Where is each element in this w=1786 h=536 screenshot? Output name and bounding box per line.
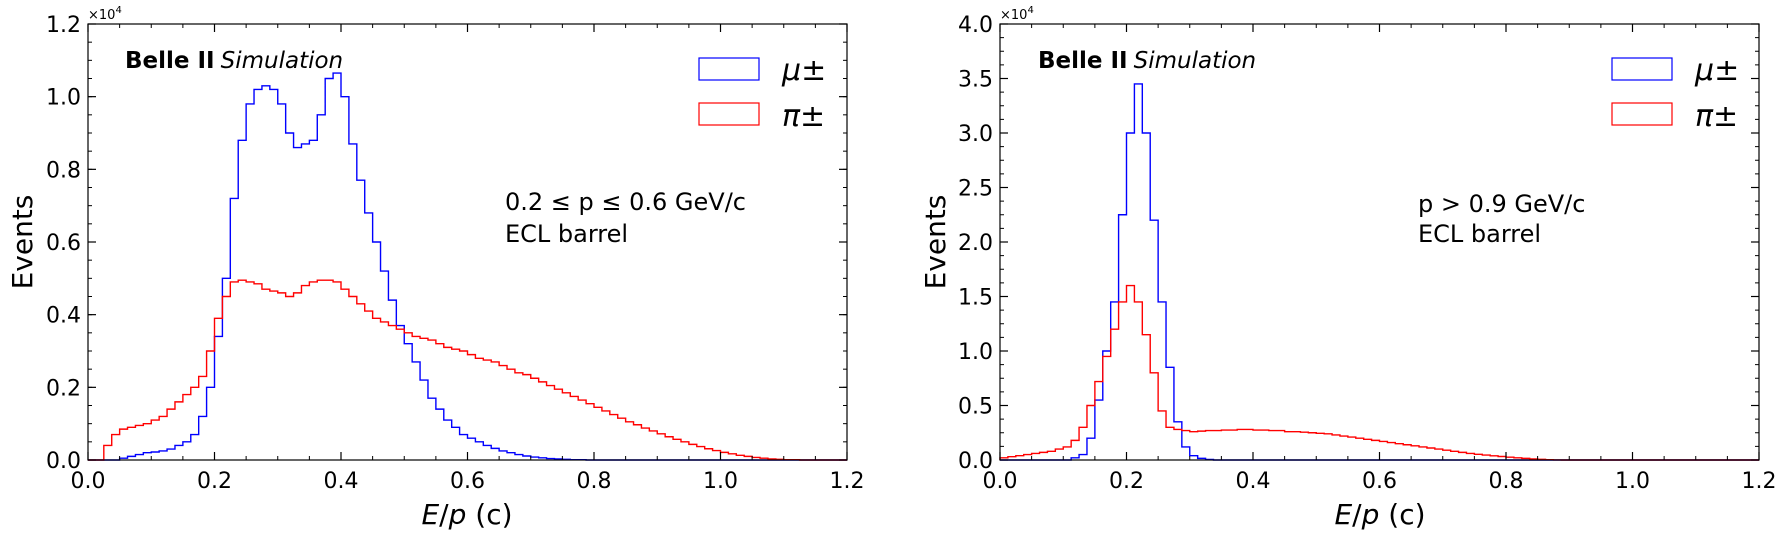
left-legend: μ± π± [698, 53, 826, 134]
right-y-tick-label: 0.0 [958, 449, 993, 474]
right-y-tick-label: 3.5 [958, 68, 993, 93]
right-legend-pi-swatch [1611, 102, 1673, 126]
left-y-tick-label: 0.6 [46, 231, 81, 256]
right-series-pi-histogram [999, 284, 1759, 461]
left-experiment-label: Belle II Simulation [125, 48, 343, 74]
right-annotation-line2: ECL barrel [1418, 220, 1541, 248]
right-y-tick-label: 4.0 [958, 13, 993, 38]
right-y-tick-label: 1.5 [958, 286, 993, 311]
left-ticks: 0.0 0.2 0.4 0.6 0.8 1.0 1.2 0.0 0.2 0.4 0.6 0.8 1.0 1… [46, 13, 865, 494]
left-y-tick-label: 1.2 [46, 13, 81, 38]
left-annotation-line2: ECL barrel [505, 220, 628, 248]
right-legend-mu-swatch [1611, 57, 1673, 81]
left-experiment-bold: Belle II [125, 48, 215, 74]
left-y-tick-label: 1.0 [46, 86, 81, 111]
left-legend-mu-label: μ± [781, 53, 826, 88]
right-x-tick-label: 1.2 [1742, 469, 1777, 494]
left-annotation-line1: 0.2 ≤ p ≤ 0.6 GeV/c [505, 188, 746, 216]
right-y-tick-label: 2.0 [958, 231, 993, 256]
left-y-tick-label: 0.0 [46, 449, 81, 474]
right-legend: μ± π± [1611, 53, 1739, 134]
right-x-tick-label: 0.2 [1109, 469, 1144, 494]
right-ticks: 0.0 0.2 0.4 0.6 0.8 1.0 1.2 0.0 0.5 1.0 1.5 2.0 2.5 3… [958, 13, 1777, 494]
right-legend-pi-label: π± [1695, 99, 1738, 134]
left-y-axis-title: Events [6, 195, 39, 290]
right-x-tick-label: 1.0 [1615, 469, 1650, 494]
right-x-axis-title: E/p (c) [1334, 498, 1425, 531]
right-y-tick-label: 0.5 [958, 395, 993, 420]
left-y-tick-label: 0.8 [46, 158, 81, 183]
right-x-tick-label: 0.0 [983, 469, 1018, 494]
left-x-tick-label: 0.6 [450, 469, 485, 494]
left-histograms [88, 72, 847, 461]
left-x-tick-label: 1.0 [703, 469, 738, 494]
left-y-multiplier: ×104 [88, 5, 122, 23]
left-legend-mu-swatch [698, 57, 760, 81]
right-y-axis-title: Events [919, 195, 952, 290]
right-y-tick-label: 2.5 [958, 177, 993, 202]
right-y-tick-label: 1.0 [958, 340, 993, 365]
left-y-tick-label: 0.4 [46, 304, 81, 329]
right-y-multiplier: ×104 [1000, 5, 1034, 23]
left-x-tick-label: 0.0 [71, 469, 106, 494]
right-x-tick-label: 0.4 [1236, 469, 1271, 494]
left-x-tick-label: 0.4 [324, 469, 359, 494]
left-axes-frame [87, 23, 848, 461]
left-x-axis-title: E/p (c) [421, 498, 512, 531]
right-experiment-bold: Belle II [1038, 48, 1128, 74]
left-experiment-italic: Simulation [221, 48, 344, 74]
right-annotation-line1: p > 0.9 GeV/c [1418, 190, 1585, 218]
left-legend-pi-swatch [698, 102, 760, 126]
right-histograms [999, 83, 1759, 461]
left-legend-pi-label: π± [782, 99, 825, 134]
right-x-tick-label: 0.6 [1362, 469, 1397, 494]
right-legend-mu-label: μ± [1694, 53, 1739, 88]
left-y-tick-label: 0.2 [46, 376, 81, 401]
left-x-tick-label: 0.2 [197, 469, 232, 494]
right-panel: 0.0 0.2 0.4 0.6 0.8 1.0 1.2 0.0 0.5 1.0 1.5 2.0 2.5 3… [919, 5, 1777, 531]
left-x-tick-label: 0.8 [577, 469, 612, 494]
right-series-mu-histogram [1000, 83, 1759, 461]
left-series-pi-histogram [88, 279, 847, 461]
right-experiment-italic: Simulation [1134, 48, 1257, 74]
right-experiment-label: Belle II Simulation [1038, 48, 1256, 74]
left-x-tick-label: 1.2 [830, 469, 865, 494]
left-series-mu-histogram [88, 72, 847, 461]
left-panel: 0.0 0.2 0.4 0.6 0.8 1.0 1.2 0.0 0.2 0.4 0.6 0.8 1.0 1… [6, 5, 865, 531]
right-y-tick-label: 3.0 [958, 122, 993, 147]
right-x-tick-label: 0.8 [1489, 469, 1524, 494]
right-axes-frame [999, 23, 1760, 461]
